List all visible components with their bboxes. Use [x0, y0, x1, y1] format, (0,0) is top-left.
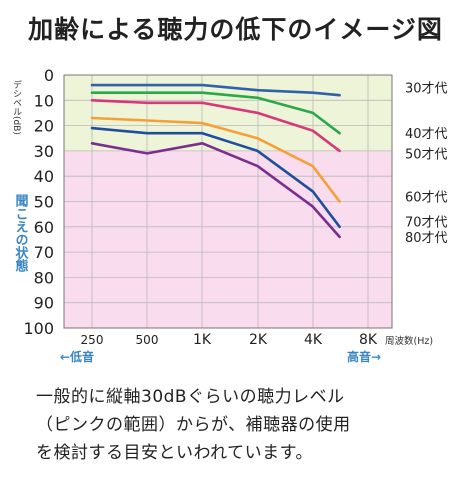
y-tick-label: 30 [34, 142, 54, 161]
series-label-2: 50才代 [405, 147, 448, 162]
y-tick-label: 20 [34, 117, 54, 136]
x-tick-label: 1K [193, 332, 212, 348]
y-tick-labels: 0 10 20 30 40 50 60 70 80 90 100 [23, 66, 54, 338]
caption-line-3: を検討する目安といわれています。 [36, 443, 313, 463]
hearing-chart: 0 10 20 30 40 50 60 70 80 90 100 250 500 1K 2K 4K 8K 30… [11, 66, 448, 364]
x-tick-label: 2K [249, 332, 268, 348]
series-label-5: 80才代 [405, 231, 448, 246]
series-label-1: 40才代 [405, 127, 448, 142]
y-tick-label: 80 [34, 268, 54, 287]
y-tick-label: 40 [34, 167, 54, 186]
x-tick-label: 500 [136, 333, 159, 347]
y-axis-label: デシベル(dB) [11, 79, 22, 135]
y-tick-label: 10 [34, 91, 54, 110]
series-line-2 [90, 99, 341, 153]
series-line-3 [90, 116, 341, 203]
y-tick-label: 100 [23, 319, 54, 338]
series-line-0 [90, 83, 341, 97]
y-tick-label: 0 [44, 66, 54, 85]
series-label-3: 60才代 [405, 190, 448, 205]
series-label-4: 70才代 [405, 216, 448, 231]
y-tick-label: 90 [34, 294, 54, 313]
hearing-state-label: 聞こえの状態 [13, 194, 29, 273]
caption-line-2: （ピンクの範囲）からが、補聴器の使用 [36, 415, 351, 435]
x-tick-label: 4K [304, 332, 323, 348]
high-freq-label: 高音→ [347, 349, 381, 364]
series-line-4 [90, 126, 341, 229]
chart-title: 加齢による聴力の低下のイメージ図 [28, 15, 443, 44]
band-1 [64, 150, 392, 328]
plot-bands [64, 75, 392, 328]
x-tick-labels: 250 500 1K 2K 4K 8K [81, 332, 378, 348]
x-tick-label: 8K [359, 332, 378, 348]
low-freq-label: ←低音 [60, 349, 94, 364]
y-tick-label: 60 [34, 218, 54, 237]
series-line-1 [90, 91, 341, 135]
series-line-5 [90, 142, 341, 239]
x-tick-label: 250 [81, 333, 104, 347]
y-tick-label: 70 [34, 243, 54, 262]
y-tick-label: 50 [34, 193, 54, 212]
x-axis-label: 周波数(Hz) [385, 335, 433, 347]
series-lines [90, 83, 341, 239]
caption-line-1: 一般的に縦軸30dBぐらいの聴力レベル [36, 387, 345, 407]
series-label-0: 30才代 [405, 82, 448, 97]
plot-frame [63, 74, 393, 329]
